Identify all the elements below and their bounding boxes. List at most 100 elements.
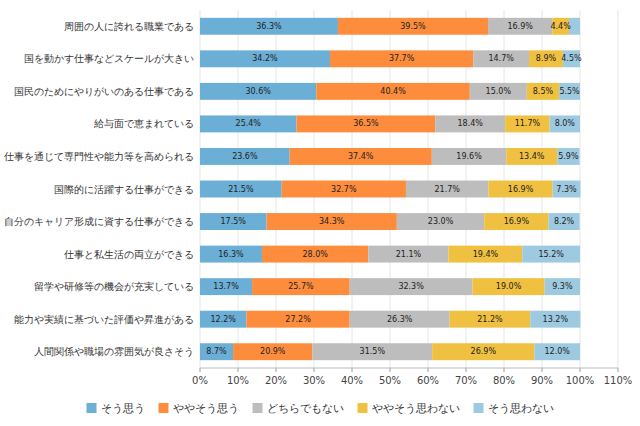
bar [368,246,448,263]
data-label: 40.4% [380,87,406,96]
grid [200,10,618,368]
data-label: 17.5% [221,217,247,226]
bar [522,246,580,263]
category-label: 国際的に活躍する仕事ができる [54,184,194,195]
data-label: 11.7% [515,119,541,128]
bar [432,343,534,360]
tick-mark [390,368,391,372]
data-label: 39.5% [400,22,426,31]
tick-label: 80% [493,375,515,386]
tick-mark [618,368,619,372]
bar [312,343,432,360]
data-label: 25.7% [288,282,314,291]
data-label: 12.2% [210,315,236,324]
data-label: 4.4% [550,22,571,31]
bar [262,246,368,263]
bar [297,115,436,132]
data-label: 8.2% [554,217,575,226]
data-label: 16.9% [508,185,534,194]
tick-label: 40% [341,375,363,386]
bar [450,311,531,328]
data-label: 21.2% [477,315,503,324]
bar [200,115,297,132]
data-label: 21.7% [434,185,460,194]
data-label: 5.9% [558,152,579,161]
bar [350,278,473,295]
data-label: 18.4% [457,119,483,128]
tick-mark [504,368,505,372]
bar [200,213,267,230]
category-label: 自分のキャリア形成に資する仕事ができる [4,216,194,227]
axis-line [200,368,618,369]
category-label: 人間関係や職場の雰囲気が良さそう [34,346,194,357]
category-label: 留学や研修等の機会が充実している [34,281,194,292]
tick-mark [276,368,277,372]
tick-mark [314,368,315,372]
chart: 0%10%20%30%40%50%60%70%80%90%100%110%周囲の… [0,0,640,426]
legend-label: ややそう思う [173,402,239,415]
data-label: 19.6% [456,152,482,161]
tick-label: 50% [379,375,401,386]
category-label: 能力や実績に基づいた評価や昇進がある [14,314,194,325]
bar [397,213,484,230]
data-label: 8.7% [206,347,227,356]
legend-swatch [358,403,368,413]
legend-swatch [474,403,484,413]
bar [449,246,523,263]
legend-label: そう思わない [488,402,554,415]
data-label: 8.0% [555,119,576,128]
category-label: 仕事を通じて専門性や能力等を高められる [4,151,194,162]
category-label: 仕事と私生活の両立ができる [64,249,194,260]
tick-label: 20% [265,375,287,386]
data-label: 37.7% [389,54,415,63]
bar [473,50,529,67]
data-label: 7.3% [556,185,577,194]
bar [200,246,262,263]
data-label: 20.9% [260,347,286,356]
tick-label: 0% [192,375,208,386]
data-label: 36.5% [353,119,379,128]
tick-mark [352,368,353,372]
x-axis: 0%10%20%30%40%50%60%70%80%90%100%110% [192,368,632,386]
data-label: 14.7% [488,54,514,63]
grid-line [618,10,619,368]
data-label: 25.4% [236,119,262,128]
bar [435,115,505,132]
tick-label: 70% [455,375,477,386]
bar [200,278,252,295]
category-label: 給与面で恵まれている [93,118,194,129]
bar [488,181,552,198]
bar [527,83,559,100]
series [432,18,569,360]
legend-swatch [159,403,169,413]
data-label: 37.4% [348,152,374,161]
tick-mark [466,368,467,372]
bar [267,213,397,230]
legend-swatch [87,403,97,413]
data-label: 9.3% [552,282,573,291]
category-label: 国を動かす仕事などスケールが大きい [24,53,194,64]
data-label: 13.2% [543,315,569,324]
data-label: 27.2% [285,315,311,324]
bar [530,311,580,328]
tick-label: 60% [417,375,439,386]
legend-item: そう思う [87,402,145,415]
legend-item: どちらでもない [253,402,344,415]
data-label: 32.3% [398,282,424,291]
bar [505,115,549,132]
bar [506,148,557,165]
tick-label: 100% [566,375,595,386]
data-label: 23.6% [232,152,258,161]
bar [488,18,552,35]
bar [484,213,548,230]
data-label: 8.9% [536,54,557,63]
bar [472,278,544,295]
tick-label: 30% [303,375,325,386]
bar [470,83,527,100]
bar [406,181,488,198]
bar [200,148,290,165]
data-label: 21.1% [396,250,422,259]
category-label: 周囲の人に誇れる職業である [64,21,194,32]
category-label: 国民のためにやりがいのある仕事である [14,86,194,97]
bar [548,213,579,230]
